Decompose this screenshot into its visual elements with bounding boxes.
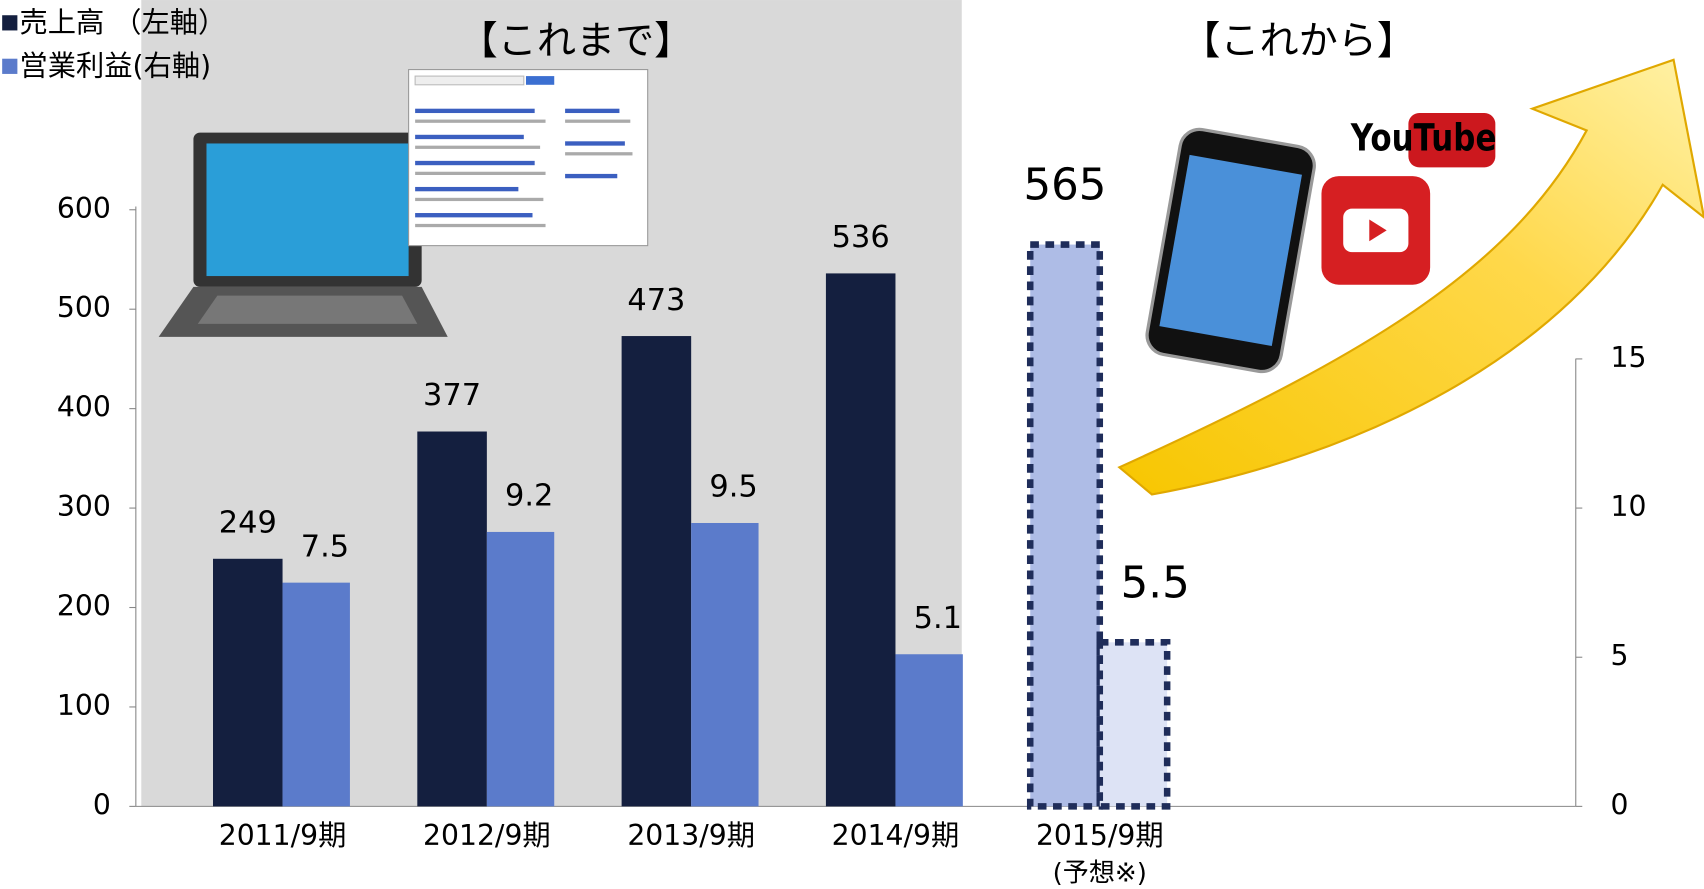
y-tick-label: 500 — [57, 291, 111, 324]
search-screenshot — [408, 69, 649, 247]
y-tick-label: 300 — [57, 490, 111, 523]
section-label: 【これから】 — [1181, 19, 1416, 64]
data-label: 536 — [832, 220, 890, 255]
data-label: 9.5 — [709, 470, 757, 505]
x-tick-label: 2013/9期 — [627, 819, 755, 852]
bar — [621, 336, 692, 807]
data-label: 5.5 — [1121, 558, 1190, 608]
smartphone-icon — [1145, 127, 1316, 374]
youtube-logo: YouTube — [1321, 113, 1496, 285]
legend-label: 売上高 （左軸） — [20, 6, 227, 39]
y2-tick-label: 10 — [1611, 490, 1647, 523]
y2-tick-label: 5 — [1611, 639, 1629, 672]
y2-tick-label: 15 — [1611, 341, 1647, 374]
bar — [282, 582, 350, 807]
bar — [895, 654, 963, 807]
x-tick-label: 2011/9期 — [219, 819, 347, 852]
legend-swatch — [2, 15, 18, 31]
x-tick-label: 2014/9期 — [832, 819, 960, 852]
x-tick-note: (予想※) — [1053, 858, 1147, 888]
y2-tick-label: 0 — [1611, 788, 1629, 821]
data-label: 249 — [219, 506, 277, 541]
bar — [691, 522, 759, 807]
legend-label: 営業利益(右軸) — [20, 49, 212, 82]
x-tick-label: 2012/9期 — [423, 819, 551, 852]
data-label: 9.2 — [505, 479, 553, 514]
section-label: 【これまで】 — [459, 19, 694, 64]
y-tick-label: 600 — [57, 192, 111, 225]
legend-swatch — [2, 58, 18, 74]
bar — [1096, 639, 1171, 810]
y-tick-label: 100 — [57, 689, 111, 722]
data-label: 7.5 — [301, 529, 349, 564]
logo-text: YouTube — [1350, 117, 1496, 160]
laptop-icon — [158, 132, 448, 337]
data-label: 5.1 — [914, 601, 962, 636]
data-label: 377 — [423, 378, 481, 413]
data-label: 473 — [627, 283, 685, 318]
bar — [417, 431, 487, 807]
y-tick-label: 200 — [57, 590, 111, 623]
bar — [486, 531, 555, 807]
bar — [825, 273, 896, 807]
data-label: 565 — [1024, 161, 1107, 211]
bar — [213, 558, 283, 807]
y-tick-label: 400 — [57, 391, 111, 424]
bar — [1026, 241, 1104, 810]
y-tick-label: 0 — [93, 788, 111, 821]
x-tick-label: 2015/9期 — [1036, 819, 1164, 852]
growth-arrow — [1117, 58, 1704, 496]
